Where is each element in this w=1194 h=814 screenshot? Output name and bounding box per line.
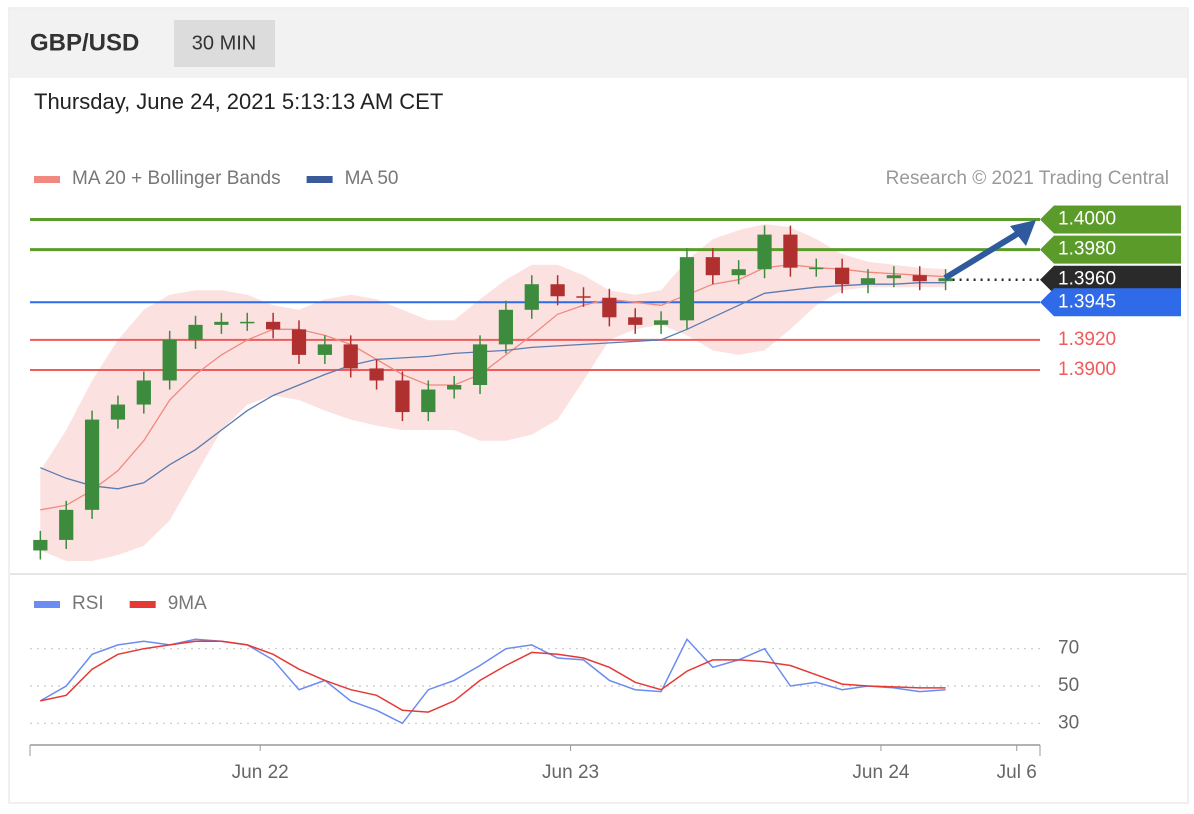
x-tick-label: Jun 24 xyxy=(852,762,909,783)
series-line xyxy=(40,640,946,713)
level-badge xyxy=(1040,205,1181,234)
legend-swatch xyxy=(34,176,60,183)
timestamp: Thursday, June 24, 2021 5:13:13 AM CET xyxy=(34,89,443,114)
bollinger-band xyxy=(40,224,946,561)
level-badge xyxy=(1040,235,1181,264)
candle-body xyxy=(33,539,48,551)
candle-body xyxy=(84,419,100,510)
y-tick-label: 50 xyxy=(1058,675,1079,696)
candle-body xyxy=(524,284,539,310)
candle-body xyxy=(938,278,953,282)
candle-body xyxy=(214,321,229,325)
y-tick-label: 30 xyxy=(1058,712,1079,733)
legend-label: RSI xyxy=(72,593,104,614)
x-tick-label: Jun 22 xyxy=(232,762,289,783)
attribution: Research © 2021 Trading Central xyxy=(886,168,1169,189)
candle-body xyxy=(498,309,514,345)
legend-swatch xyxy=(306,176,333,183)
legend-label: 9MA xyxy=(168,593,207,614)
candle-body xyxy=(860,278,876,285)
candle-body xyxy=(369,368,384,381)
candle-body xyxy=(886,275,901,279)
interval-button[interactable] xyxy=(174,20,275,67)
candle-body xyxy=(395,380,410,413)
x-tick-label: Jun 23 xyxy=(542,762,599,783)
candle-body xyxy=(59,509,74,540)
series-line xyxy=(39,637,946,725)
candle-body xyxy=(653,320,669,325)
candle-body xyxy=(266,321,281,330)
candle-body xyxy=(110,404,126,420)
level-label: 1.3960 xyxy=(1058,269,1116,290)
candle-body xyxy=(576,296,591,298)
level-badge xyxy=(1040,265,1181,294)
candle-body xyxy=(136,380,151,405)
candle-body xyxy=(550,284,565,297)
legend-label: MA 50 xyxy=(345,168,399,189)
candle-body xyxy=(679,257,695,321)
x-tick-label: Jul 6 xyxy=(997,762,1037,783)
legend-label: MA 20 + Bollinger Bands xyxy=(72,168,281,189)
candle-body xyxy=(343,344,358,369)
symbol: GBP/USD xyxy=(30,29,139,56)
candle-body xyxy=(447,385,462,390)
price-panel: MA 20 + Bollinger Bands MA 50 1.4000 1.3980… xyxy=(30,168,1181,561)
candle-body xyxy=(472,344,488,385)
level-label: 1.3900 xyxy=(1058,359,1116,380)
rsi-panel: RSI 9MA 30 50 70 Jun 22 Jun 23 Jun 24 Jul 6 xyxy=(29,593,1079,783)
candle-body xyxy=(783,234,798,268)
y-tick-label: 70 xyxy=(1058,638,1079,659)
candle-body xyxy=(240,321,255,324)
ma-line xyxy=(40,282,946,490)
candle-body xyxy=(317,344,332,355)
candle-body xyxy=(421,389,436,413)
candle-body xyxy=(705,257,720,276)
level-badge xyxy=(1040,288,1181,317)
forecast-arrowhead xyxy=(1010,220,1036,246)
legend-swatch xyxy=(129,601,156,608)
level-label: 1.3980 xyxy=(1058,239,1116,260)
level-label: 1.3920 xyxy=(1058,329,1116,350)
candle-body xyxy=(809,267,824,270)
forecast-arrow xyxy=(943,228,1024,281)
candle-body xyxy=(912,275,927,282)
legend-swatch xyxy=(34,601,60,608)
candle-body xyxy=(628,317,643,325)
candle-body xyxy=(835,267,850,285)
candle-body xyxy=(291,329,307,355)
candle-body xyxy=(731,269,746,276)
level-label: 1.4000 xyxy=(1058,209,1116,230)
candle-body xyxy=(602,297,617,318)
candle-body xyxy=(162,339,177,381)
level-label: 1.3945 xyxy=(1058,291,1116,312)
candle-body xyxy=(188,324,203,340)
candle-body xyxy=(757,234,772,270)
interval-label[interactable]: 30 MIN xyxy=(192,32,256,54)
